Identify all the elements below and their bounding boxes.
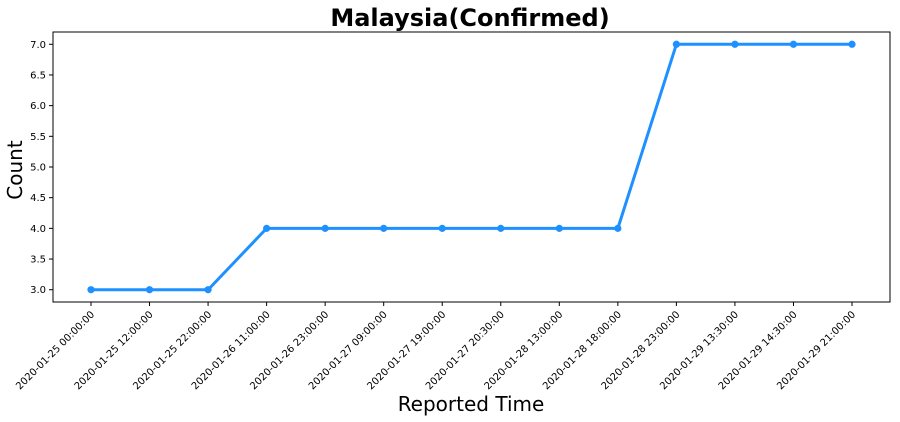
plot-frame <box>52 31 891 303</box>
y-tick-label: 6.5 <box>30 70 46 81</box>
y-tick-label: 5.5 <box>30 132 46 143</box>
series-line <box>91 42 852 292</box>
data-point <box>789 40 798 48</box>
y-axis-label: Count <box>3 140 27 200</box>
data-point <box>145 286 154 294</box>
data-point <box>321 224 329 232</box>
data-point <box>263 224 271 232</box>
y-tick-label: 5.0 <box>30 163 46 174</box>
data-point <box>204 286 212 294</box>
data-point <box>672 40 680 48</box>
y-tick-label: 4.0 <box>30 224 46 235</box>
y-tick-label: 3.5 <box>30 255 46 266</box>
data-point <box>497 224 505 232</box>
chart-title: Malaysia(Confirmed) <box>330 4 609 32</box>
x-axis-label: Reported Time <box>398 392 545 416</box>
data-point <box>87 286 95 294</box>
data-point <box>380 224 388 232</box>
data-point <box>848 40 856 48</box>
data-point <box>555 224 563 232</box>
y-tick-label: 4.5 <box>30 193 46 204</box>
y-tick-label: 3.0 <box>30 285 46 296</box>
data-point <box>614 224 622 232</box>
data-point <box>731 40 739 48</box>
y-tick-label: 7.0 <box>30 40 46 51</box>
data-point <box>438 224 446 232</box>
y-tick-label: 6.0 <box>30 101 46 112</box>
